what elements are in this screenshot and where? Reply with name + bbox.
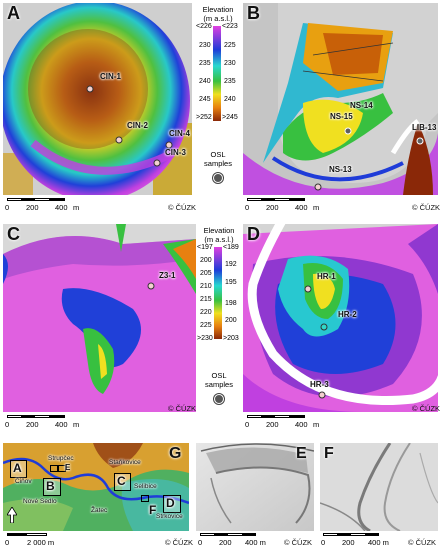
panel-g-copyright: © ČÚZK [165, 538, 194, 547]
panel-f: F [320, 443, 438, 531]
osl-sample-marker [153, 159, 161, 167]
panel-g-letter: G [169, 445, 182, 462]
place-label: Čiňov [15, 478, 32, 485]
map-box-label: B [46, 479, 55, 493]
panel-c-letter: C [7, 224, 20, 244]
map-box-label: F [149, 503, 157, 517]
panel-d-map [243, 224, 438, 412]
panel-d: D HR-1 HR-2 HR-3 [243, 224, 438, 412]
place-label: Nové Sedlo [23, 498, 57, 505]
panel-a: A CIN-1 CIN-2 CIN-4 CIN-3 [3, 3, 192, 195]
map-box-label: D [166, 496, 175, 510]
osl-legend-label: OSL samples [205, 371, 233, 389]
sample-label: NS-14 [350, 101, 373, 110]
panel-c-copyright: © ČÚZK [168, 404, 197, 413]
panel-b-copyright: © ČÚZK [412, 203, 440, 212]
legend-title: Elevation (m a.s.l.) [203, 226, 235, 244]
panel-b-map [243, 3, 438, 195]
sample-label: NS-15 [330, 112, 353, 121]
osl-legend-label: OSL samples [204, 150, 232, 168]
map-box-d [163, 495, 181, 513]
osl-sample-marker [86, 85, 94, 93]
map-box-label: E [65, 463, 71, 472]
panel-g: G A B C D E F Strupčec Čiňov Staňkovice … [3, 443, 189, 531]
map-box-a [10, 460, 27, 478]
north-arrow-icon [7, 507, 17, 523]
osl-sample-marker [165, 141, 173, 149]
osl-sample-marker [320, 323, 328, 331]
map-box-e-marker [58, 465, 66, 472]
osl-sample-marker [304, 285, 312, 293]
panel-f-hillshade [320, 443, 438, 531]
panel-a-copyright: © ČÚZK [168, 203, 197, 212]
map-box-b [43, 478, 61, 496]
sample-label: LIB-13 [412, 123, 437, 132]
panel-c-scalebar: 0 200 400 m [5, 415, 79, 431]
panel-f-copyright: © ČÚZK [408, 538, 437, 547]
elevation-legend-bottom: Elevation (m a.s.l.) <197 200 205 210 215… [197, 224, 241, 414]
panel-e-letter: E [296, 445, 307, 462]
sample-label: CIN-4 [169, 129, 190, 138]
panel-d-scalebar: 0 200 400 m [245, 415, 319, 431]
panel-a-scalebar: 0 200 400 m [5, 198, 79, 214]
osl-sample-marker [147, 282, 155, 290]
panel-b-letter: B [247, 3, 260, 23]
panel-g-scalebar: 0 2 000 m [5, 533, 57, 549]
osl-sample-marker [344, 127, 352, 135]
legend-color-ramp [213, 26, 221, 121]
osl-legend-symbol [213, 173, 223, 183]
panel-c: C Z3-1 [3, 224, 196, 412]
map-box-label: C [117, 474, 126, 488]
panel-f-letter: F [324, 445, 334, 462]
elevation-legend-top: Elevation (m a.s.l.) <226 230 235 240 245… [196, 3, 240, 193]
sample-label: HR-3 [310, 380, 329, 389]
panel-a-map [3, 3, 192, 195]
sample-label: Z3-1 [159, 271, 176, 280]
legend-title: Elevation (m a.s.l.) [202, 5, 234, 23]
legend-color-ramp [214, 247, 222, 339]
osl-legend-symbol [214, 394, 224, 404]
place-label: Selibice [134, 483, 157, 490]
place-label: Strkovice [156, 513, 183, 520]
sample-label: HR-2 [338, 310, 357, 319]
sample-label: CIN-2 [127, 121, 148, 130]
panel-e-scalebar: 0 200 400 m [198, 533, 266, 549]
place-label: Strupčec [48, 455, 74, 462]
sample-label: NS-13 [329, 165, 352, 174]
panel-e: E [196, 443, 314, 531]
sample-label: HR-1 [317, 272, 336, 281]
panel-f-scalebar: 0 200 400 m [321, 533, 389, 549]
osl-sample-marker [416, 137, 424, 145]
sample-label: CIN-3 [165, 148, 186, 157]
osl-sample-marker [318, 391, 326, 399]
osl-sample-marker [314, 183, 322, 191]
panel-a-letter: A [7, 3, 20, 23]
panel-b: B NS-14 NS-15 LIB-13 NS-13 [243, 3, 438, 195]
panel-e-copyright: © ČÚZK [284, 538, 313, 547]
map-box-c [114, 473, 131, 491]
sample-label: CIN-1 [100, 72, 121, 81]
map-box-e [50, 465, 58, 472]
panel-e-hillshade [196, 443, 314, 531]
place-label: Žatec [91, 507, 108, 514]
panel-d-copyright: © ČÚZK [412, 404, 440, 413]
osl-sample-marker [115, 136, 123, 144]
place-label: Staňkovice [109, 459, 141, 466]
panel-c-map [3, 224, 196, 412]
panel-b-scalebar: 0 200 400 m [245, 198, 319, 214]
map-box-label: A [13, 461, 22, 475]
panel-d-letter: D [247, 224, 260, 244]
map-box-f [141, 495, 149, 502]
